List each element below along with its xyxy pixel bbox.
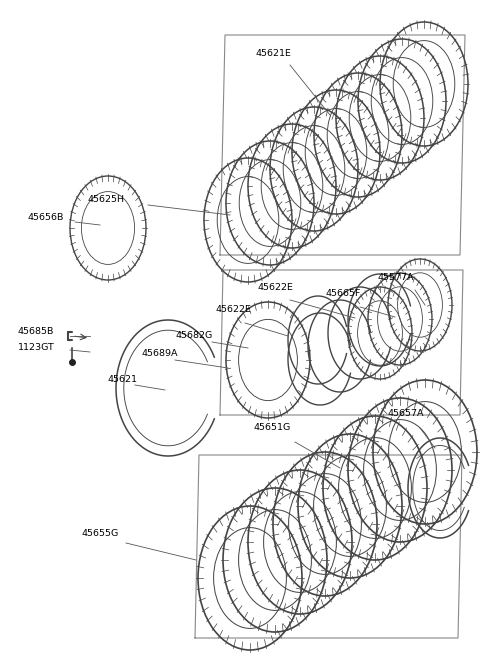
Text: 1123GT: 1123GT <box>18 343 55 352</box>
Text: 45625H: 45625H <box>88 195 125 204</box>
Text: 45689A: 45689A <box>142 348 179 358</box>
Text: 45622E: 45622E <box>215 305 251 314</box>
Text: 45622E: 45622E <box>258 283 294 292</box>
Text: 45651G: 45651G <box>253 423 290 432</box>
Text: 45621: 45621 <box>108 375 138 384</box>
Text: 45657A: 45657A <box>388 409 424 418</box>
Text: 45655G: 45655G <box>82 529 119 538</box>
Text: 45621E: 45621E <box>255 49 291 58</box>
Text: 45665F: 45665F <box>325 289 360 298</box>
Text: 45577A: 45577A <box>378 273 415 282</box>
Text: 45685B: 45685B <box>18 328 54 337</box>
Text: 45656B: 45656B <box>28 214 64 223</box>
Text: 45682G: 45682G <box>175 331 212 339</box>
